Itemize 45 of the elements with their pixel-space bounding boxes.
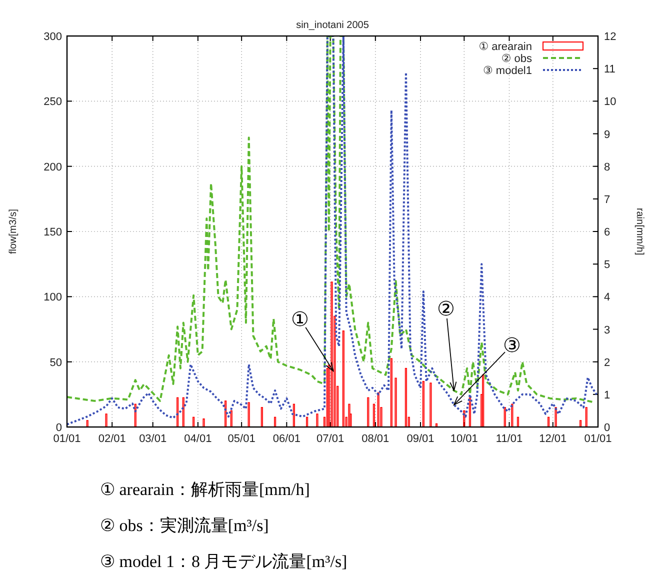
annotation: ② <box>436 298 455 321</box>
y2-tick-label: 4 <box>604 292 610 304</box>
y2-tick-label: 2 <box>604 356 610 369</box>
x-tick-label: 05/01 <box>228 433 256 445</box>
y-tick-label: 150 <box>44 226 62 238</box>
legend-label: ② obs <box>501 53 532 65</box>
x-tick-label: 02/01 <box>98 433 126 445</box>
y2-tick-label: 11 <box>604 64 616 76</box>
x-tick-label: 07/01 <box>316 433 344 445</box>
y2-tick-label: 10 <box>604 96 616 108</box>
legend-label: ① arearain <box>478 41 532 53</box>
y-tick-label: 0 <box>56 422 62 434</box>
y2-tick-label: 6 <box>604 226 610 238</box>
x-tick-label: 01/01 <box>53 433 81 445</box>
x-tick-label: 09/01 <box>406 433 434 445</box>
y2-tick-label: 9 <box>604 128 610 141</box>
y-axis-title: flow[m3/s] <box>8 208 19 254</box>
y2-axis-title: rain[mm/h] <box>634 208 645 256</box>
annotation: ① <box>291 308 310 331</box>
y2-tick-label: 12 <box>604 31 616 43</box>
y2-tick-label: 3 <box>604 324 610 336</box>
y-tick-label: 300 <box>44 31 62 43</box>
x-tick-label: 08/01 <box>362 433 390 445</box>
text: ③ model 1：8 月モデル流量[m³/s] <box>100 552 348 571</box>
x-tick-label: 11/01 <box>496 433 523 445</box>
y2-tick-label: 0 <box>604 422 610 434</box>
x-tick-label: 04/01 <box>184 433 212 445</box>
x-tick-label: 12/01 <box>539 433 567 445</box>
text: ② obs：実測流量[m³/s] <box>100 516 269 535</box>
chart-title: sin_inotani 2005 <box>296 20 370 31</box>
y2-tick-label: 5 <box>604 259 610 272</box>
x-tick-label: 10/01 <box>450 433 478 445</box>
x-tick-label: 03/01 <box>139 433 167 445</box>
y-tick-label: 100 <box>44 292 62 304</box>
y-tick-label: 200 <box>44 161 62 174</box>
y-tick-label: 250 <box>44 96 62 108</box>
legend-label: ③ model1 <box>483 65 532 77</box>
y2-tick-label: 8 <box>604 161 610 174</box>
y-tick-label: 50 <box>50 356 62 369</box>
y2-tick-label: 7 <box>604 194 610 206</box>
text: ① arearain：解析雨量[mm/h] <box>100 480 310 499</box>
x-tick-label: 06/01 <box>272 433 300 445</box>
annotation: ③ <box>502 334 521 357</box>
y2-tick-label: 1 <box>604 389 610 402</box>
x-tick-label: 01/01 <box>584 433 612 445</box>
